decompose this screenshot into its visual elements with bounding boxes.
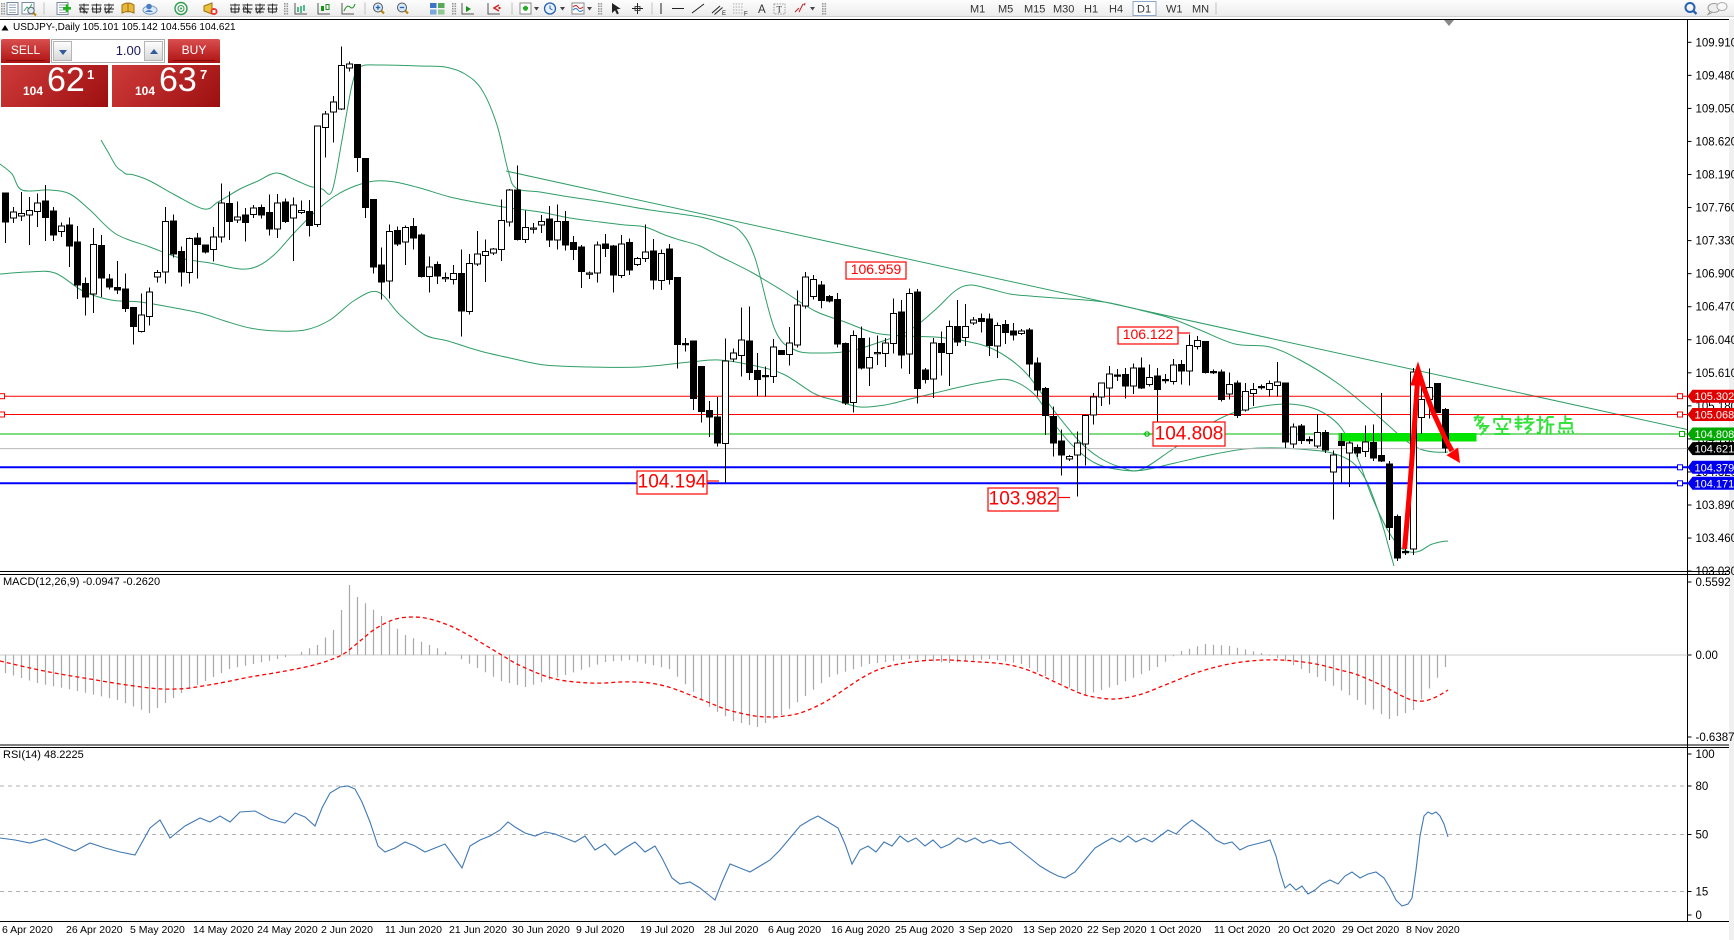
svg-text:H4: H4 — [1109, 4, 1123, 16]
svg-text:103.460: 103.460 — [1696, 533, 1734, 545]
svg-text:50: 50 — [1696, 830, 1709, 842]
svg-text:D1: D1 — [1137, 4, 1151, 16]
svg-text:T: T — [777, 5, 783, 15]
svg-text:6 Apr 2020: 6 Apr 2020 — [2, 924, 53, 936]
svg-text:3 Sep 2020: 3 Sep 2020 — [959, 924, 1013, 936]
svg-text:-0.6387: -0.6387 — [1696, 732, 1734, 744]
svg-text:104.194: 104.194 — [638, 472, 707, 493]
svg-text:E: E — [722, 11, 726, 17]
svg-text:MN: MN — [1192, 4, 1209, 16]
svg-text:108.620: 108.620 — [1696, 136, 1734, 148]
svg-text:M30: M30 — [1053, 4, 1074, 16]
svg-text:22 Sep 2020: 22 Sep 2020 — [1087, 924, 1147, 936]
svg-text:9 Jul 2020: 9 Jul 2020 — [576, 924, 625, 936]
svg-text:106.900: 106.900 — [1696, 269, 1734, 281]
svg-text:106.122: 106.122 — [1123, 326, 1174, 342]
svg-text:106.959: 106.959 — [851, 261, 902, 277]
svg-text:25 Aug 2020: 25 Aug 2020 — [895, 924, 954, 936]
svg-text:15: 15 — [1696, 887, 1709, 899]
svg-text:USDJPY-,Daily 105.101 105.142: USDJPY-,Daily 105.101 105.142 104.556 10… — [13, 22, 236, 33]
svg-text:100: 100 — [1696, 749, 1715, 761]
svg-text:20 Oct 2020: 20 Oct 2020 — [1278, 924, 1335, 936]
svg-text:103.890: 103.890 — [1696, 500, 1734, 512]
svg-text:MACD(12,26,9) -0.0947 -0.2620: MACD(12,26,9) -0.0947 -0.2620 — [3, 576, 160, 588]
svg-text:103.030: 103.030 — [1696, 566, 1734, 578]
svg-text:104.379: 104.379 — [1695, 462, 1734, 474]
svg-text:0.00: 0.00 — [1696, 650, 1718, 662]
svg-text:8 Nov 2020: 8 Nov 2020 — [1406, 924, 1460, 936]
svg-text:109.050: 109.050 — [1696, 103, 1734, 115]
svg-text:11 Oct 2020: 11 Oct 2020 — [1214, 924, 1271, 936]
svg-text:5 May 2020: 5 May 2020 — [130, 924, 185, 936]
svg-text:103.982: 103.982 — [989, 489, 1058, 510]
svg-text:104.171: 104.171 — [1695, 478, 1734, 490]
svg-text:13 Sep 2020: 13 Sep 2020 — [1023, 924, 1083, 936]
svg-text:A: A — [758, 4, 766, 16]
svg-text:109.910: 109.910 — [1696, 37, 1734, 49]
svg-text:M5: M5 — [998, 4, 1013, 16]
svg-text:H1: H1 — [1084, 4, 1098, 16]
svg-text:106.040: 106.040 — [1696, 335, 1734, 347]
svg-text:F: F — [744, 12, 748, 18]
svg-text:28 Jul 2020: 28 Jul 2020 — [704, 924, 758, 936]
svg-text:29 Oct 2020: 29 Oct 2020 — [1342, 924, 1399, 936]
svg-text:21 Jun 2020: 21 Jun 2020 — [449, 924, 507, 936]
svg-text:2 Jun 2020: 2 Jun 2020 — [321, 924, 373, 936]
svg-text:105.302: 105.302 — [1695, 391, 1734, 403]
svg-text:108.190: 108.190 — [1696, 170, 1734, 182]
svg-text:105.610: 105.610 — [1696, 368, 1734, 380]
svg-text:1 Oct 2020: 1 Oct 2020 — [1150, 924, 1202, 936]
svg-text:104.621: 104.621 — [1695, 444, 1734, 456]
svg-text:16 Aug 2020: 16 Aug 2020 — [831, 924, 890, 936]
svg-text:11 Jun 2020: 11 Jun 2020 — [385, 924, 442, 936]
svg-text:6 Aug 2020: 6 Aug 2020 — [768, 924, 821, 936]
svg-text:24 May 2020: 24 May 2020 — [257, 924, 318, 936]
svg-text:RSI(14) 48.2225: RSI(14) 48.2225 — [3, 749, 84, 761]
svg-text:107.330: 107.330 — [1696, 236, 1734, 248]
svg-text:M15: M15 — [1024, 4, 1045, 16]
svg-text:14 May 2020: 14 May 2020 — [193, 924, 254, 936]
svg-text:80: 80 — [1696, 781, 1709, 793]
svg-text:104.808: 104.808 — [1695, 429, 1734, 441]
svg-text:W1: W1 — [1166, 4, 1183, 16]
svg-text:0: 0 — [1696, 910, 1702, 922]
svg-text:19 Jul 2020: 19 Jul 2020 — [640, 924, 694, 936]
svg-text:30 Jun 2020: 30 Jun 2020 — [512, 924, 570, 936]
svg-text:105.068: 105.068 — [1695, 410, 1734, 422]
svg-text:109.480: 109.480 — [1696, 70, 1734, 82]
svg-text:104.808: 104.808 — [1155, 423, 1224, 444]
svg-text:M1: M1 — [970, 4, 985, 16]
svg-text:26 Apr 2020: 26 Apr 2020 — [66, 924, 123, 936]
svg-text:107.760: 107.760 — [1696, 203, 1734, 215]
svg-text:0.5592: 0.5592 — [1696, 577, 1731, 589]
svg-text:106.470: 106.470 — [1696, 302, 1734, 314]
